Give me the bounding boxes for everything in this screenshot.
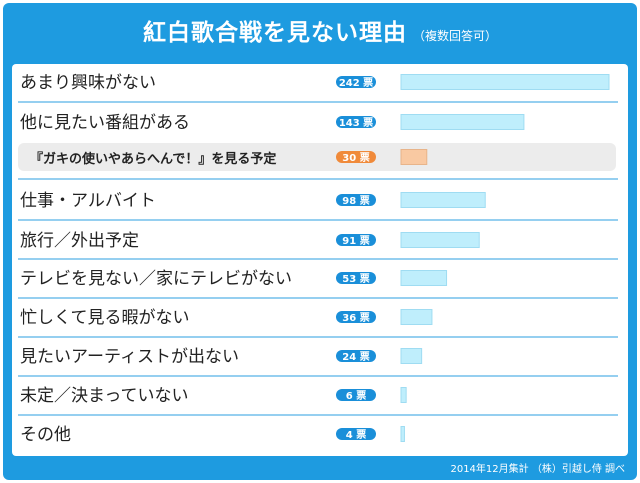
bar bbox=[400, 348, 423, 364]
category-label: 『ガキの使いやあらへんで！』を見る予定 bbox=[30, 151, 276, 167]
category-label: 他に見たい番組がある bbox=[20, 113, 190, 133]
value-label: 24 票 bbox=[342, 351, 369, 363]
value-badge bbox=[336, 311, 376, 323]
value-badge bbox=[336, 194, 376, 206]
bar bbox=[400, 192, 486, 208]
value-label: 53 票 bbox=[342, 273, 369, 285]
category-label: 仕事・アルバイト bbox=[20, 191, 156, 211]
chart-panel: あまり興味がない 242 票他に見たい番組がある 143 票『ガキの使いやあらへんで… bbox=[12, 64, 628, 456]
value-label: 4 票 bbox=[346, 429, 366, 441]
value-badge bbox=[336, 272, 376, 284]
chart-frame: 紅白歌合戦を見ない理由 （複数回答可） あまり興味がない 242 票他に見たい番組が… bbox=[3, 3, 637, 480]
value-label: 91 票 bbox=[342, 235, 369, 247]
value-badge bbox=[336, 116, 376, 128]
bar bbox=[400, 270, 448, 286]
category-label: 未定／決まっていない bbox=[20, 386, 188, 406]
source-note: 2014年12月集計 （株）引越し侍 調べ bbox=[450, 464, 625, 475]
bar bbox=[400, 387, 407, 403]
value-badge bbox=[336, 234, 376, 246]
value-badge bbox=[336, 76, 376, 88]
bar bbox=[400, 232, 480, 248]
chart-title-bar: 紅白歌合戦を見ない理由 （複数回答可） bbox=[3, 3, 637, 63]
bar bbox=[400, 114, 525, 130]
value-label: 36 票 bbox=[342, 312, 369, 324]
value-badge bbox=[336, 151, 376, 163]
value-badge bbox=[336, 428, 376, 440]
chart-title: 紅白歌合戦を見ない理由 bbox=[142, 20, 407, 46]
category-label: 見たいアーティストが出ない bbox=[20, 347, 239, 367]
category-label: 旅行／外出予定 bbox=[20, 231, 139, 251]
value-badge bbox=[336, 389, 376, 401]
value-badge bbox=[336, 350, 376, 362]
value-label: 30 票 bbox=[342, 152, 369, 164]
value-label: 6 票 bbox=[346, 390, 366, 402]
bar bbox=[400, 426, 405, 442]
value-label: 98 票 bbox=[342, 195, 369, 207]
sub-item-row-bg bbox=[18, 143, 616, 171]
bar bbox=[400, 74, 610, 90]
value-label: 242 票 bbox=[339, 77, 373, 89]
chart-subtitle: （複数回答可） bbox=[412, 29, 497, 43]
category-label: その他 bbox=[20, 425, 71, 445]
category-label: あまり興味がない bbox=[20, 73, 156, 93]
bar bbox=[400, 309, 433, 325]
category-label: テレビを見ない／家にテレビがない bbox=[20, 269, 292, 289]
bar bbox=[400, 149, 428, 165]
value-label: 143 票 bbox=[339, 117, 373, 129]
category-label: 忙しくて見る暇がない bbox=[20, 308, 190, 328]
